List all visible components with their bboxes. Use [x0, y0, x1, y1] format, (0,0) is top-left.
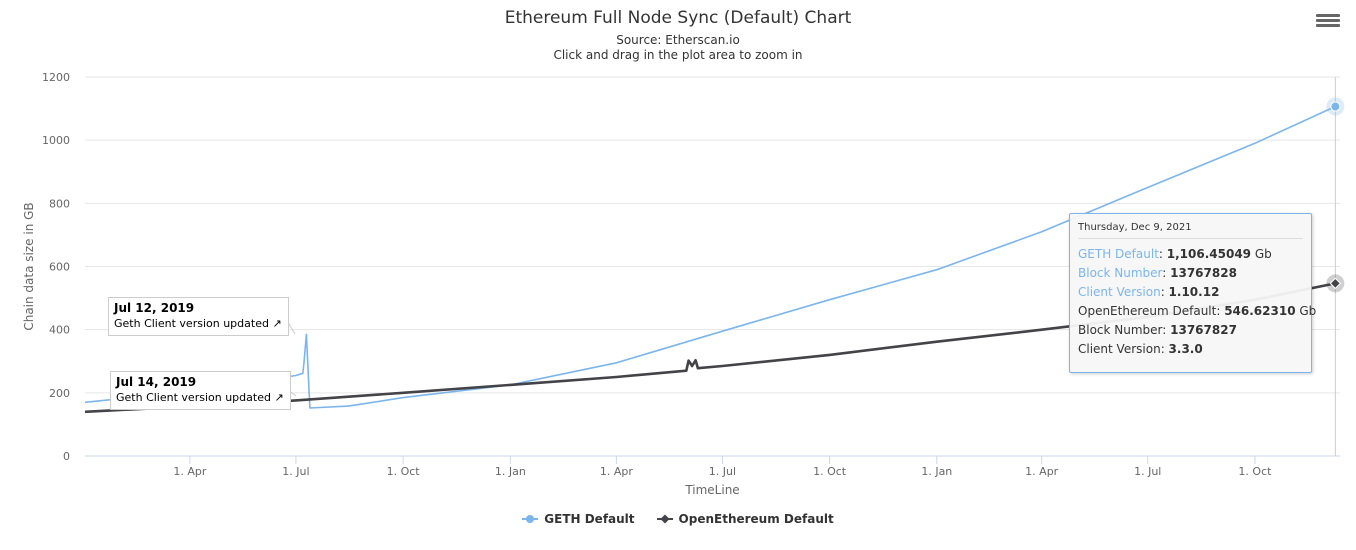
external-link-icon[interactable]: ↗	[274, 391, 284, 404]
chart-legend: GETH Default OpenEthereum Default	[0, 512, 1356, 526]
annotation-text: Geth Client version updated	[116, 391, 271, 404]
y-tick-label: 200	[49, 387, 70, 400]
tooltip-value: 546.62310	[1224, 304, 1296, 318]
x-axis-title: TimeLine	[684, 483, 739, 497]
external-link-icon[interactable]: ↗	[272, 317, 282, 330]
tooltip-value: 3.3.0	[1168, 342, 1203, 356]
tooltip-row: Block Number: 13767828	[1078, 266, 1237, 280]
annotation-text: Geth Client version updated	[114, 317, 269, 330]
y-tick-label: 800	[49, 197, 70, 210]
tooltip-suffix: Gb	[1295, 304, 1317, 318]
tooltip-key: Block Number	[1078, 323, 1163, 337]
legend-label: OpenEthereum Default	[678, 512, 834, 526]
y-tick-label: 600	[49, 261, 70, 274]
y-tick-label: 1200	[42, 71, 70, 84]
x-tick-label: 1. Oct	[813, 465, 847, 478]
tooltip-key: Client Version	[1078, 285, 1161, 299]
x-tick-label: 1. Jul	[1134, 465, 1161, 478]
y-tick-label: 400	[49, 324, 70, 337]
annotation-flag-1[interactable]: Jul 12, 2019 Geth Client version updated…	[108, 297, 289, 336]
series-line-geth	[84, 105, 1336, 409]
x-tick-label: 1. Jul	[282, 465, 309, 478]
tooltip-key: GETH Default	[1078, 247, 1159, 261]
tooltip-key: Block Number	[1078, 266, 1163, 280]
series-line-openethereum	[84, 282, 1336, 414]
tooltip-suffix: Gb	[1251, 247, 1272, 261]
x-tick-label: 1. Jul	[709, 465, 736, 478]
circle-marker-icon	[522, 514, 539, 524]
chart-source: Source: Etherscan.io	[616, 33, 740, 47]
tooltip-row: GETH Default: 1,106.45049 Gb	[1078, 247, 1272, 261]
hover-point-openethereum	[1329, 277, 1342, 290]
x-tick-label: 1. Jan	[921, 465, 952, 478]
legend-item-openethereum[interactable]: OpenEthereum Default	[656, 512, 834, 526]
x-tick-label: 1. Apr	[1025, 465, 1058, 478]
x-tick-label: 1. Apr	[600, 465, 633, 478]
hamburger-menu-icon[interactable]	[1316, 12, 1340, 32]
tooltip-value: 13767827	[1170, 323, 1237, 337]
legend-item-geth[interactable]: GETH Default	[522, 512, 635, 526]
y-tick-label: 1000	[42, 134, 70, 147]
chart-title: Ethereum Full Node Sync (Default) Chart	[504, 8, 852, 28]
annotation-date: Jul 12, 2019	[114, 301, 195, 315]
tooltip-value: 13767828	[1170, 266, 1237, 280]
diamond-marker-icon	[656, 514, 673, 524]
tooltip-value: 1,106.45049	[1166, 247, 1252, 261]
tooltip-row: Client Version: 3.3.0	[1078, 342, 1203, 356]
hover-point-geth	[1330, 101, 1341, 112]
x-tick-label: 1. Apr	[173, 465, 206, 478]
y-tick-label: 0	[63, 450, 70, 463]
annotation-date: Jul 14, 2019	[116, 375, 197, 389]
tooltip-row: Client Version: 1.10.12	[1078, 285, 1220, 299]
annotation-flag-2[interactable]: Jul 14, 2019 Geth Client version updated…	[110, 371, 291, 410]
tooltip-row: Block Number: 13767827	[1078, 323, 1237, 337]
chart-hint: Click and drag in the plot area to zoom …	[553, 48, 803, 62]
legend-label: GETH Default	[544, 512, 635, 526]
x-tick-label: 1. Oct	[387, 465, 421, 478]
data-tooltip: Thursday, Dec 9, 2021 GETH Default: 1,10…	[1069, 213, 1317, 373]
x-tick-label: 1. Jan	[495, 465, 526, 478]
tooltip-key: Client Version	[1078, 342, 1161, 356]
tooltip-value: 1.10.12	[1168, 285, 1220, 299]
tooltip-row: OpenEthereum Default: 546.62310 Gb	[1078, 304, 1317, 318]
tooltip-date: Thursday, Dec 9, 2021	[1078, 222, 1303, 239]
tooltip-key: OpenEthereum Default	[1078, 304, 1217, 318]
x-tick-label: 1. Oct	[1238, 465, 1272, 478]
y-axis-title: Chain data size in GB	[22, 202, 36, 330]
